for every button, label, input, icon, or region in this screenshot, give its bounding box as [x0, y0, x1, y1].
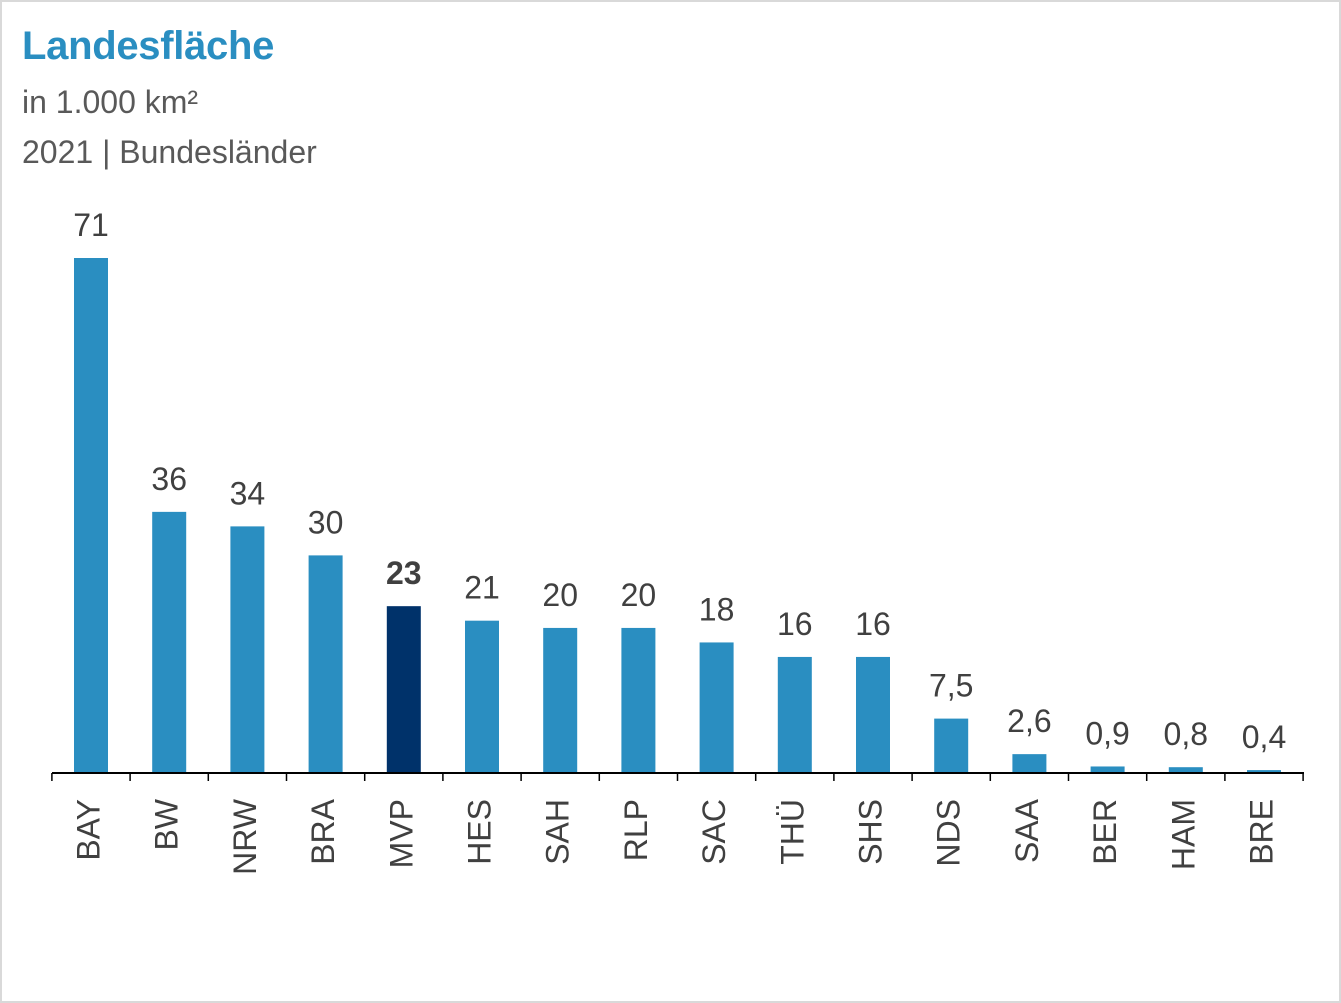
- category-label-bra: BRA: [305, 798, 341, 864]
- value-label-sah: 20: [542, 577, 578, 613]
- value-label-mvp: 23: [386, 555, 422, 591]
- category-label-nds: NDS: [931, 799, 967, 867]
- bar-ber: [1090, 766, 1125, 773]
- value-label-hes: 21: [464, 570, 500, 606]
- bar-bra: [308, 555, 343, 773]
- category-label-saa: SAA: [1009, 798, 1045, 863]
- category-label-thü: THÜ: [774, 799, 810, 865]
- value-label-nrw: 34: [230, 475, 266, 511]
- category-label-bre: BRE: [1243, 799, 1279, 865]
- bar-bay: [74, 258, 108, 773]
- bars-group: [74, 258, 1281, 773]
- value-label-ham: 0,8: [1164, 716, 1208, 752]
- bar-sah: [543, 627, 578, 773]
- x-axis: [51, 772, 1304, 781]
- value-label-thü: 16: [777, 606, 813, 642]
- bar-hes: [465, 620, 499, 773]
- bar-ham: [1168, 767, 1203, 773]
- bar-rlp: [621, 627, 656, 773]
- category-labels-group: BAY BW NRW BRA MVP HES SAH RLP SAC THÜ SHS NDS SAA BE…: [70, 798, 1279, 875]
- bar-nds: [934, 718, 969, 773]
- value-label-saa: 2,6: [1007, 703, 1051, 739]
- value-label-rlp: 20: [621, 577, 657, 613]
- bar-bre: [1247, 770, 1281, 773]
- bar-sac: [699, 642, 734, 773]
- chart-title: Landesfläche: [22, 24, 275, 68]
- value-label-shs: 16: [855, 606, 891, 642]
- category-label-sah: SAH: [540, 799, 576, 865]
- chart-subtitle-unit: in 1.000 km²: [22, 84, 199, 120]
- category-label-rlp: RLP: [618, 799, 654, 861]
- category-label-mvp: MVP: [383, 799, 419, 868]
- bar-saa: [1012, 754, 1047, 773]
- value-label-ber: 0,9: [1085, 715, 1129, 751]
- value-label-bw: 36: [151, 461, 187, 497]
- value-label-sac: 18: [699, 591, 735, 627]
- value-label-bra: 30: [308, 504, 344, 540]
- value-label-nds: 7,5: [929, 668, 973, 704]
- bar-mvp: [386, 606, 421, 773]
- value-label-bay: 71: [73, 207, 109, 243]
- category-label-hes: HES: [461, 799, 497, 865]
- category-label-ham: HAM: [1165, 799, 1201, 870]
- bar-shs: [856, 656, 890, 773]
- category-label-ber: BER: [1087, 799, 1123, 865]
- category-label-nrw: NRW: [227, 798, 263, 875]
- bar-bw: [152, 511, 187, 773]
- chart-subtitle-year: 2021 | Bundesländer: [22, 134, 317, 170]
- category-label-sac: SAC: [696, 799, 732, 865]
- bar-thü: [777, 656, 812, 773]
- category-label-bay: BAY: [70, 799, 106, 861]
- category-label-bw: BW: [149, 798, 185, 850]
- value-label-bre: 0,4: [1242, 719, 1286, 755]
- category-label-shs: SHS: [852, 799, 888, 865]
- value-labels-group: 71 36 34 30 23 21 20 20 18 16 16 7,5 2,6 0,9 0,8 0,4: [73, 207, 1286, 755]
- bar-nrw: [230, 526, 265, 773]
